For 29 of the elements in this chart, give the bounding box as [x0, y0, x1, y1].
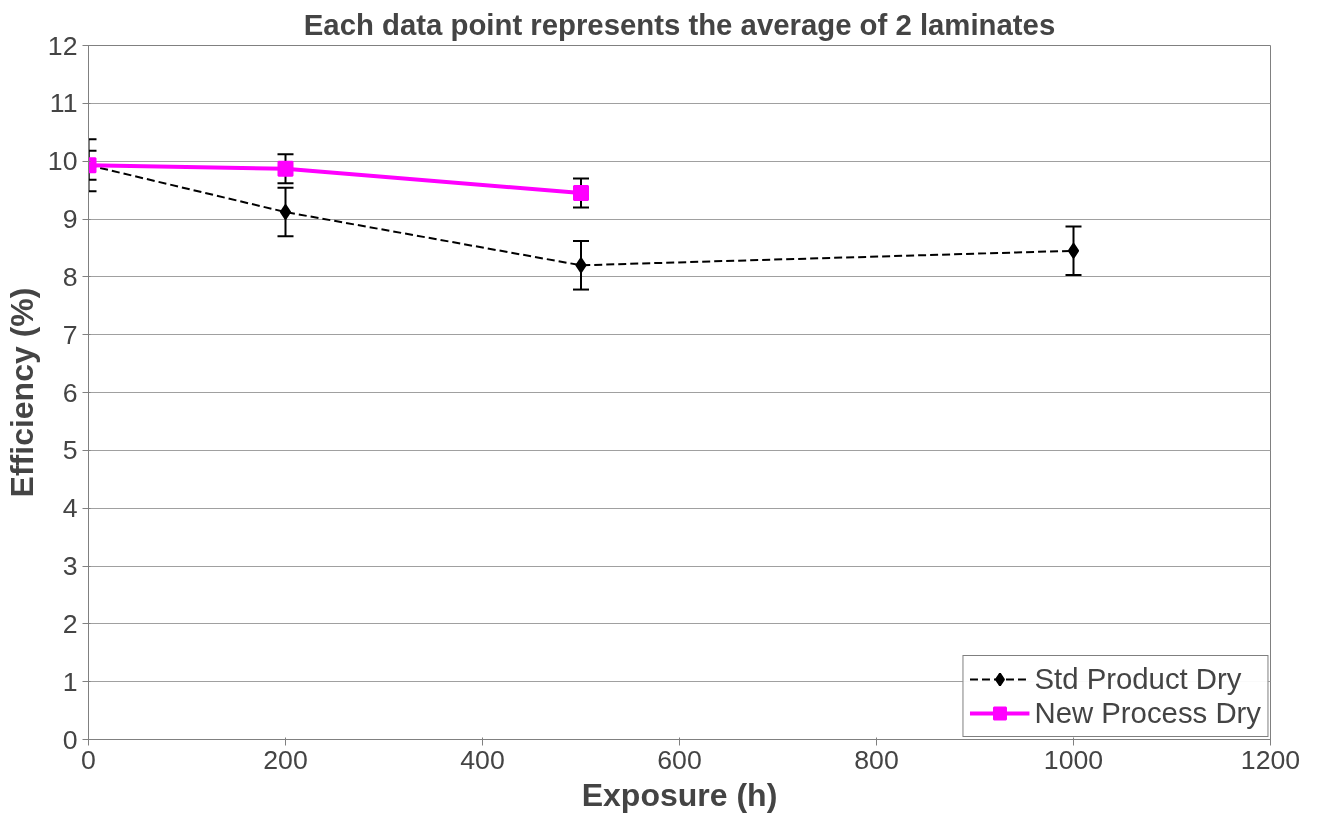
x-tick-label: 200	[263, 744, 308, 775]
y-tick-label: 8	[62, 261, 78, 292]
y-tick-label: 7	[62, 319, 78, 350]
point	[575, 257, 587, 274]
y-tick-label: 11	[49, 88, 78, 119]
legend-label: New Process Dry	[1034, 696, 1261, 730]
y-axis-title: Efficiency (%)	[3, 287, 40, 498]
y-tick-label: 9	[62, 204, 78, 234]
point	[277, 160, 294, 177]
x-tick-label: 600	[657, 744, 702, 775]
legend-label: Std Product Dry	[1034, 662, 1242, 696]
y-tick-label: 2	[62, 608, 78, 639]
x-tick-label: 800	[854, 744, 899, 775]
y-tick-label: 12	[47, 30, 78, 61]
point	[1067, 242, 1080, 259]
x-tick-label: 400	[460, 744, 505, 775]
y-tick-label: 3	[62, 551, 78, 581]
y-tick-label: 4	[62, 493, 78, 524]
x-tick-label: 1200	[1240, 744, 1301, 775]
y-tick-label: 5	[62, 435, 78, 466]
point	[573, 184, 589, 201]
y-tick-label: 1	[62, 666, 78, 697]
point	[279, 204, 292, 221]
x-axis-title: Exposure (h)	[581, 776, 778, 813]
y-tick-label: 10	[47, 146, 78, 177]
chart-title: Each data point represents the average of 2 laminates	[303, 7, 1056, 41]
y-tick-label: 6	[62, 377, 78, 408]
y-tick-label: 0	[62, 724, 78, 755]
x-tick-label: 1000	[1043, 744, 1104, 775]
